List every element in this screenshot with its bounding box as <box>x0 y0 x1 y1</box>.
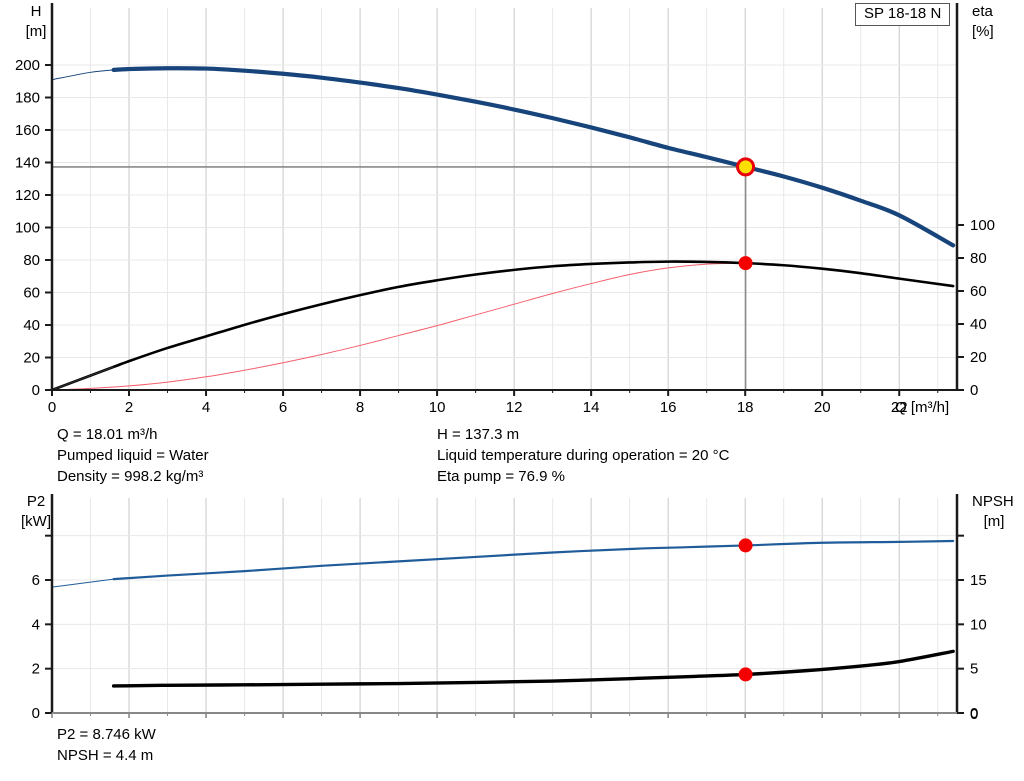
tick-label-top-x: 0 <box>48 399 56 416</box>
eta-curve <box>50 260 955 392</box>
duty-info-temperature: Liquid temperature during operation = 20… <box>437 447 730 464</box>
head-curve <box>111 66 956 248</box>
tick-label-bottom-left: 6 <box>32 572 40 589</box>
tick-label-top-x: 4 <box>202 399 210 416</box>
tick-label-top-right: 40 <box>970 316 987 333</box>
tick-label-top-left: 40 <box>23 317 40 334</box>
tick-label-bottom-left: 2 <box>32 661 40 678</box>
tick-label-top-right: 20 <box>970 349 987 366</box>
tick-label-top-left: 140 <box>15 155 40 172</box>
tick-label-bottom-right-zero: 0 <box>970 706 978 723</box>
duty-info-pumped-liquid: Pumped liquid = Water <box>57 447 209 464</box>
duty-point-marker-eta <box>738 256 753 271</box>
tick-label-bottom-right: 0 <box>970 705 978 722</box>
duty-info-h: H = 137.3 m <box>437 426 520 443</box>
tick-label-top-x: 10 <box>429 399 446 416</box>
tick-label-bottom-left: 4 <box>32 616 40 633</box>
tick-label-top-x: 20 <box>814 399 831 416</box>
head-curve-extension <box>51 69 114 81</box>
tick-label-top-x: 18 <box>737 399 754 416</box>
axis-label-h: H <box>31 3 42 20</box>
axis-label-p2: P2 <box>27 493 45 510</box>
pump-model-legend: SP 18-18 N <box>855 3 951 26</box>
tick-label-bottom-right: 15 <box>970 572 987 589</box>
eta-helper-curve <box>51 262 746 391</box>
tick-label-top-left: 180 <box>15 90 40 107</box>
tick-label-bottom-right: 5 <box>970 661 978 678</box>
bottom-info: P2 = 8.746 kW NPSH = 4.4 m <box>57 724 156 766</box>
axis-label-h-unit: [m] <box>26 23 47 40</box>
tick-label-top-x: 22 <box>891 399 908 416</box>
tick-label-top-x: 6 <box>279 399 287 416</box>
tick-label-bottom-right: 10 <box>970 616 987 633</box>
duty-info-eta: Eta pump = 76.9 % <box>437 468 565 485</box>
bottom-info-p2: P2 = 8.746 kW <box>57 726 156 743</box>
axis-label-eta-unit: [%] <box>972 23 994 40</box>
duty-info-density: Density = 998.2 kg/m³ <box>57 468 204 485</box>
bottom-info-npsh: NPSH = 4.4 m <box>57 747 154 764</box>
npsh-curve-extension <box>51 578 114 588</box>
tick-label-top-left: 120 <box>15 187 40 204</box>
tick-label-top-left: 20 <box>23 350 40 367</box>
axis-label-npsh: NPSH <box>972 493 1014 510</box>
npsh-curve <box>112 539 955 581</box>
tick-label-top-left: 200 <box>15 57 40 74</box>
power-curve <box>111 649 955 688</box>
tick-label-top-right: 80 <box>970 250 987 267</box>
tick-label-top-x: 2 <box>125 399 133 416</box>
eta-curve-extension <box>51 366 114 391</box>
tick-label-top-right: 100 <box>970 217 995 234</box>
tick-label-top-x: 8 <box>356 399 364 416</box>
duty-point-marker-npsh <box>738 538 753 553</box>
duty-info-q: Q = 18.01 m³/h <box>57 426 158 443</box>
tick-label-top-right: 0 <box>970 382 978 399</box>
tick-label-top-left: 60 <box>23 285 40 302</box>
tick-label-top-x: 16 <box>660 399 677 416</box>
axis-label-p2-unit: [kW] <box>21 513 51 530</box>
tick-label-top-x: 12 <box>506 399 523 416</box>
tick-label-top-left: 0 <box>32 382 40 399</box>
pump-model-label: SP 18-18 N <box>864 5 942 22</box>
axis-label-npsh-unit: [m] <box>984 513 1005 530</box>
duty-info-right: H = 137.3 m Liquid temperature during op… <box>437 424 729 487</box>
tick-label-top-left: 100 <box>15 220 40 237</box>
axis-label-eta: eta <box>972 3 994 20</box>
tick-label-top-left: 160 <box>15 122 40 139</box>
axis-label-x-top: Q [m³/h] <box>895 399 949 416</box>
tick-label-top-left: 80 <box>23 252 40 269</box>
tick-label-top-x: 14 <box>583 399 600 416</box>
tick-label-top-right: 60 <box>970 283 987 300</box>
duty-info-left: Q = 18.01 m³/h Pumped liquid = Water Den… <box>57 424 209 487</box>
duty-point-marker-head <box>736 157 756 177</box>
duty-point-marker-power <box>738 667 753 682</box>
tick-label-bottom-left: 0 <box>32 705 40 722</box>
